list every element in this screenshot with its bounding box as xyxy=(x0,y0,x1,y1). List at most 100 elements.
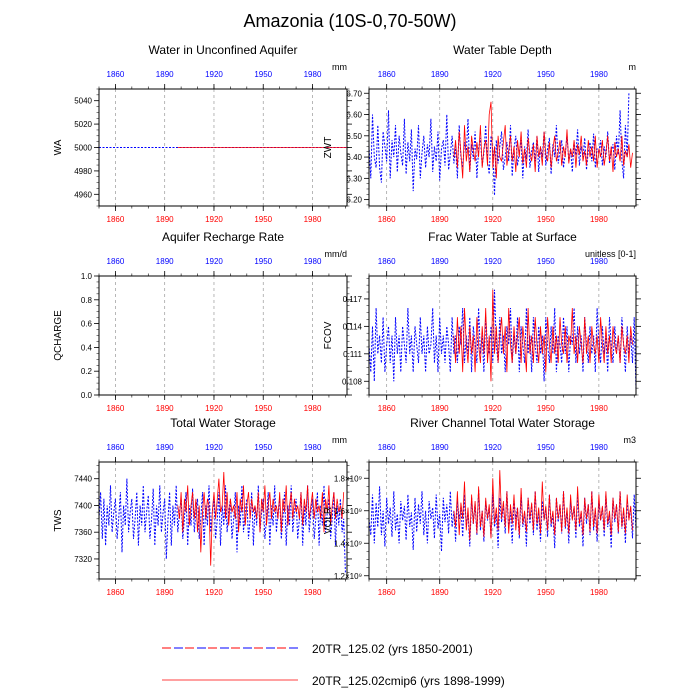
units-label: mm xyxy=(332,435,347,445)
panel-title: Water Table Depth xyxy=(453,43,552,57)
x-tick-label-bottom: 1890 xyxy=(156,588,174,597)
panel-qcharge: Aquifer Recharge Rate mm/d 1860 1860 1890 189… xyxy=(53,230,352,413)
panels-group: Water in Unconfined Aquifer mm 1860 1860 189… xyxy=(53,43,641,597)
x-tick-label-top: 1920 xyxy=(484,443,502,452)
x-tick-label-bottom: 1950 xyxy=(254,404,272,413)
units-label: unitless [0-1] xyxy=(585,249,636,259)
y-axis-label: ZWT xyxy=(323,137,334,159)
x-tick-label-top: 1980 xyxy=(304,443,322,452)
figure-title: Amazonia (10S-0,70-50W) xyxy=(243,11,456,31)
plot-frame xyxy=(98,275,348,396)
x-tick-label-bottom: 1980 xyxy=(590,588,608,597)
units-label: mm/d xyxy=(325,249,348,259)
x-tick-label-top: 1860 xyxy=(378,70,396,79)
x-tick-label-bottom: 1920 xyxy=(205,404,223,413)
y-tick-label: 0.2 xyxy=(81,367,93,376)
plot-frame xyxy=(368,275,637,396)
x-tick-label-bottom: 1950 xyxy=(537,215,555,224)
x-tick-label-bottom: 1980 xyxy=(304,215,322,224)
x-tick-label-bottom: 1920 xyxy=(205,215,223,224)
panel-title: Total Water Storage xyxy=(170,416,276,430)
x-tick-label-top: 1980 xyxy=(590,443,608,452)
x-tick-label-top: 1860 xyxy=(378,257,396,266)
x-tick-label-bottom: 1860 xyxy=(378,215,396,224)
y-tick-label: 0.4 xyxy=(81,343,93,352)
y-tick-label: 6.40 xyxy=(346,153,362,162)
y-tick-label: 1.8×10⁹ xyxy=(334,474,362,483)
panel-fcov: Frac Water Table at Surface unitless [0-1… xyxy=(323,230,641,413)
x-tick-label-bottom: 1920 xyxy=(484,215,502,224)
panel-wa: Water in Unconfined Aquifer mm 1860 1860 189… xyxy=(53,43,352,224)
series-group xyxy=(369,93,633,196)
x-tick-label-top: 1920 xyxy=(484,70,502,79)
series-group xyxy=(99,471,346,573)
y-tick-label: 7400 xyxy=(74,501,92,510)
panel-title: Water in Unconfined Aquifer xyxy=(149,43,298,57)
x-tick-label-bottom: 1950 xyxy=(537,404,555,413)
y-tick-label: 6.20 xyxy=(346,196,362,205)
y-tick-label: 6.30 xyxy=(346,174,362,183)
x-tick-label-top: 1860 xyxy=(107,70,125,79)
units-label: m xyxy=(629,62,637,72)
x-tick-label-bottom: 1860 xyxy=(378,588,396,597)
x-tick-label-bottom: 1860 xyxy=(378,404,396,413)
series-group xyxy=(369,470,636,552)
y-tick-label: 0.117 xyxy=(343,295,363,304)
series-line-b xyxy=(177,471,345,566)
x-tick-label-bottom: 1860 xyxy=(107,404,125,413)
panel-tws: Total Water Storage mm 1860 1860 1890 1890 192… xyxy=(53,416,352,597)
y-tick-label: 0.114 xyxy=(343,322,363,331)
series-line-b xyxy=(453,101,633,179)
x-tick-label-bottom: 1920 xyxy=(205,588,223,597)
plot-frame xyxy=(98,461,348,580)
y-axis-label: TWS xyxy=(53,509,64,532)
x-tick-label-bottom: 1920 xyxy=(484,588,502,597)
series-line-a xyxy=(99,478,346,573)
y-tick-label: 1.6×10⁹ xyxy=(334,507,362,516)
y-tick-label: 5040 xyxy=(74,97,92,106)
series-line-a xyxy=(369,486,636,552)
y-axis-label: VOLR xyxy=(323,507,334,534)
y-axis-label: QCHARGE xyxy=(53,310,64,361)
panel-title: Frac Water Table at Surface xyxy=(428,230,577,244)
x-tick-label-top: 1980 xyxy=(304,257,322,266)
plot-frame xyxy=(368,461,637,580)
x-tick-label-top: 1890 xyxy=(156,257,174,266)
y-tick-label: 1.2×10⁹ xyxy=(334,572,362,581)
x-tick-label-top: 1980 xyxy=(590,70,608,79)
x-tick-label-top: 1860 xyxy=(378,443,396,452)
legend-label: 20TR_125.02 (yrs 1850-2001) xyxy=(312,642,473,656)
x-tick-label-top: 1950 xyxy=(254,70,272,79)
x-tick-label-bottom: 1980 xyxy=(304,588,322,597)
x-tick-label-top: 1950 xyxy=(537,70,555,79)
y-tick-label: 1.0 xyxy=(81,272,93,281)
y-tick-label: 6.60 xyxy=(346,111,362,120)
x-tick-label-top: 1920 xyxy=(205,443,223,452)
x-tick-label-bottom: 1950 xyxy=(254,215,272,224)
x-tick-label-top: 1950 xyxy=(254,443,272,452)
legend-label: 20TR_125.02cmip6 (yrs 1898-1999) xyxy=(312,674,505,688)
x-tick-label-bottom: 1860 xyxy=(107,215,125,224)
x-tick-label-bottom: 1890 xyxy=(156,404,174,413)
x-tick-label-top: 1860 xyxy=(107,257,125,266)
x-tick-label-top: 1890 xyxy=(431,70,449,79)
y-axis-label: FCOV xyxy=(323,321,334,349)
x-tick-label-bottom: 1920 xyxy=(484,404,502,413)
x-tick-label-bottom: 1890 xyxy=(431,404,449,413)
x-tick-label-top: 1860 xyxy=(107,443,125,452)
x-tick-label-top: 1920 xyxy=(205,257,223,266)
plot-frame xyxy=(368,88,637,207)
y-tick-label: 6.50 xyxy=(346,132,362,141)
x-tick-label-top: 1950 xyxy=(537,443,555,452)
panel-title: Aquifer Recharge Rate xyxy=(162,230,284,244)
y-tick-label: 7440 xyxy=(74,475,92,484)
x-tick-label-bottom: 1890 xyxy=(431,588,449,597)
y-tick-label: 7360 xyxy=(74,528,92,537)
y-tick-label: 1.4×10⁹ xyxy=(334,539,362,548)
series-line-a xyxy=(369,93,630,196)
series-line-b xyxy=(453,289,633,382)
y-tick-label: 0.111 xyxy=(343,350,362,359)
y-tick-label: 6.70 xyxy=(346,89,362,98)
x-tick-label-bottom: 1860 xyxy=(107,588,125,597)
